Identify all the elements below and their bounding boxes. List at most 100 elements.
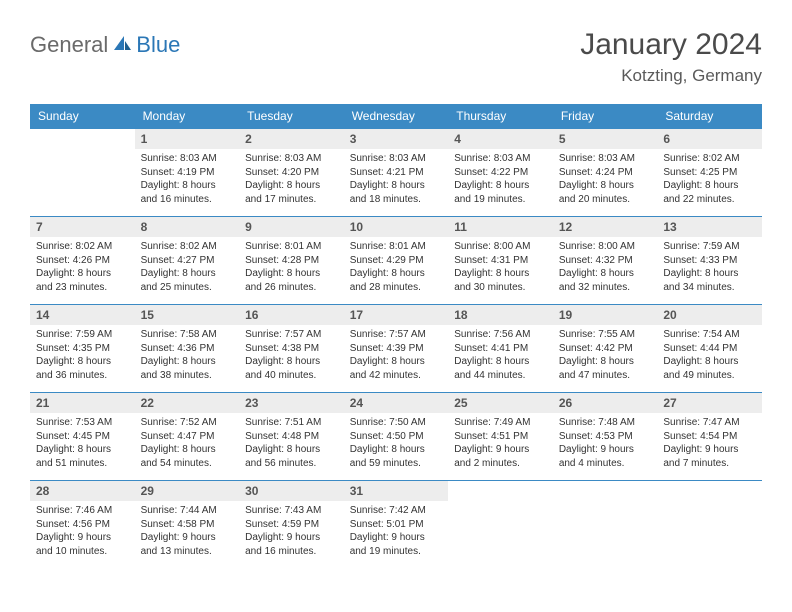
day-details: Sunrise: 7:52 AMSunset: 4:47 PMDaylight:… [135, 413, 240, 474]
day-cell: 30Sunrise: 7:43 AMSunset: 4:59 PMDayligh… [239, 481, 344, 569]
day-details: Sunrise: 7:47 AMSunset: 4:54 PMDaylight:… [657, 413, 762, 474]
sunset-line: Sunset: 4:24 PM [559, 166, 652, 180]
sunset-line: Sunset: 4:51 PM [454, 430, 547, 444]
day-details: Sunrise: 7:42 AMSunset: 5:01 PMDaylight:… [344, 501, 449, 562]
sunrise-line: Sunrise: 7:51 AM [245, 416, 338, 430]
day-details: Sunrise: 7:59 AMSunset: 4:35 PMDaylight:… [30, 325, 135, 386]
day-cell: 31Sunrise: 7:42 AMSunset: 5:01 PMDayligh… [344, 481, 449, 569]
sunset-line: Sunset: 4:31 PM [454, 254, 547, 268]
sunset-line: Sunset: 4:33 PM [663, 254, 756, 268]
sunset-line: Sunset: 4:29 PM [350, 254, 443, 268]
sunrise-line: Sunrise: 7:44 AM [141, 504, 234, 518]
sunrise-line: Sunrise: 7:58 AM [141, 328, 234, 342]
day-details: Sunrise: 8:00 AMSunset: 4:31 PMDaylight:… [448, 237, 553, 298]
day-cell [553, 481, 658, 569]
day-cell: 12Sunrise: 8:00 AMSunset: 4:32 PMDayligh… [553, 217, 658, 305]
sunrise-line: Sunrise: 8:02 AM [663, 152, 756, 166]
daylight-line: Daylight: 8 hours and 38 minutes. [141, 355, 234, 382]
sunset-line: Sunset: 4:22 PM [454, 166, 547, 180]
sunset-line: Sunset: 4:20 PM [245, 166, 338, 180]
day-number: 30 [239, 481, 344, 501]
day-number: 12 [553, 217, 658, 237]
sunrise-line: Sunrise: 7:46 AM [36, 504, 129, 518]
sunset-line: Sunset: 4:44 PM [663, 342, 756, 356]
sunset-line: Sunset: 4:56 PM [36, 518, 129, 532]
day-cell: 17Sunrise: 7:57 AMSunset: 4:39 PMDayligh… [344, 305, 449, 393]
sunrise-line: Sunrise: 8:01 AM [245, 240, 338, 254]
day-cell: 16Sunrise: 7:57 AMSunset: 4:38 PMDayligh… [239, 305, 344, 393]
sunset-line: Sunset: 4:48 PM [245, 430, 338, 444]
dow-header: Thursday [448, 104, 553, 129]
week-row: 7Sunrise: 8:02 AMSunset: 4:26 PMDaylight… [30, 217, 762, 305]
day-details: Sunrise: 7:44 AMSunset: 4:58 PMDaylight:… [135, 501, 240, 562]
day-number: 13 [657, 217, 762, 237]
day-number: 23 [239, 393, 344, 413]
brand-logo: General Blue [30, 32, 180, 58]
day-cell: 28Sunrise: 7:46 AMSunset: 4:56 PMDayligh… [30, 481, 135, 569]
day-cell: 7 Sunrise: 8:02 AMSunset: 4:26 PMDaylight… [30, 217, 135, 305]
day-cell: 2Sunrise: 8:03 AMSunset: 4:20 PMDaylight… [239, 129, 344, 217]
sunrise-line: Sunrise: 7:57 AM [350, 328, 443, 342]
dow-header: Monday [135, 104, 240, 129]
sunset-line: Sunset: 4:38 PM [245, 342, 338, 356]
day-cell: 23Sunrise: 7:51 AMSunset: 4:48 PMDayligh… [239, 393, 344, 481]
week-row: 14Sunrise: 7:59 AMSunset: 4:35 PMDayligh… [30, 305, 762, 393]
sunrise-line: Sunrise: 8:02 AM [36, 240, 129, 254]
sunset-line: Sunset: 4:26 PM [36, 254, 129, 268]
day-cell [30, 129, 135, 217]
sunrise-line: Sunrise: 8:03 AM [245, 152, 338, 166]
sunrise-line: Sunrise: 7:49 AM [454, 416, 547, 430]
daylight-line: Daylight: 8 hours and 22 minutes. [663, 179, 756, 206]
day-cell: 3Sunrise: 8:03 AMSunset: 4:21 PMDaylight… [344, 129, 449, 217]
sunrise-line: Sunrise: 7:48 AM [559, 416, 652, 430]
daylight-line: Daylight: 8 hours and 26 minutes. [245, 267, 338, 294]
day-details: Sunrise: 8:00 AMSunset: 4:32 PMDaylight:… [553, 237, 658, 298]
day-number: 1 [135, 129, 240, 149]
daylight-line: Daylight: 8 hours and 40 minutes. [245, 355, 338, 382]
day-number: 17 [344, 305, 449, 325]
day-number: 5 [553, 129, 658, 149]
sunset-line: Sunset: 5:01 PM [350, 518, 443, 532]
week-row: 21Sunrise: 7:53 AMSunset: 4:45 PMDayligh… [30, 393, 762, 481]
daylight-line: Daylight: 9 hours and 2 minutes. [454, 443, 547, 470]
sunrise-line: Sunrise: 8:00 AM [454, 240, 547, 254]
daylight-line: Daylight: 8 hours and 20 minutes. [559, 179, 652, 206]
sunrise-line: Sunrise: 7:47 AM [663, 416, 756, 430]
day-cell: 14Sunrise: 7:59 AMSunset: 4:35 PMDayligh… [30, 305, 135, 393]
daylight-line: Daylight: 8 hours and 49 minutes. [663, 355, 756, 382]
sunset-line: Sunset: 4:35 PM [36, 342, 129, 356]
sunrise-line: Sunrise: 7:55 AM [559, 328, 652, 342]
day-number: 16 [239, 305, 344, 325]
daylight-line: Daylight: 8 hours and 25 minutes. [141, 267, 234, 294]
dow-header: Wednesday [344, 104, 449, 129]
sunset-line: Sunset: 4:32 PM [559, 254, 652, 268]
day-number: 7 [30, 217, 135, 237]
day-number: 28 [30, 481, 135, 501]
daylight-line: Daylight: 8 hours and 23 minutes. [36, 267, 129, 294]
day-cell: 22Sunrise: 7:52 AMSunset: 4:47 PMDayligh… [135, 393, 240, 481]
daylight-line: Daylight: 8 hours and 47 minutes. [559, 355, 652, 382]
sunset-line: Sunset: 4:58 PM [141, 518, 234, 532]
day-details: Sunrise: 7:58 AMSunset: 4:36 PMDaylight:… [135, 325, 240, 386]
daylight-line: Daylight: 9 hours and 7 minutes. [663, 443, 756, 470]
daylight-line: Daylight: 8 hours and 51 minutes. [36, 443, 129, 470]
day-details: Sunrise: 8:03 AMSunset: 4:19 PMDaylight:… [135, 149, 240, 210]
sunset-line: Sunset: 4:54 PM [663, 430, 756, 444]
daylight-line: Daylight: 8 hours and 32 minutes. [559, 267, 652, 294]
sunset-line: Sunset: 4:25 PM [663, 166, 756, 180]
day-details: Sunrise: 7:50 AMSunset: 4:50 PMDaylight:… [344, 413, 449, 474]
day-number: 29 [135, 481, 240, 501]
daylight-line: Daylight: 8 hours and 17 minutes. [245, 179, 338, 206]
sunset-line: Sunset: 4:53 PM [559, 430, 652, 444]
sunrise-line: Sunrise: 7:59 AM [663, 240, 756, 254]
day-cell: 1Sunrise: 8:03 AMSunset: 4:19 PMDaylight… [135, 129, 240, 217]
day-cell: 18Sunrise: 7:56 AMSunset: 4:41 PMDayligh… [448, 305, 553, 393]
daylight-line: Daylight: 8 hours and 16 minutes. [141, 179, 234, 206]
brand-name-blue: Blue [136, 32, 180, 58]
day-cell: 4Sunrise: 8:03 AMSunset: 4:22 PMDaylight… [448, 129, 553, 217]
day-number: 4 [448, 129, 553, 149]
sunset-line: Sunset: 4:41 PM [454, 342, 547, 356]
sunset-line: Sunset: 4:21 PM [350, 166, 443, 180]
sunrise-line: Sunrise: 8:03 AM [559, 152, 652, 166]
day-details: Sunrise: 8:03 AMSunset: 4:24 PMDaylight:… [553, 149, 658, 210]
